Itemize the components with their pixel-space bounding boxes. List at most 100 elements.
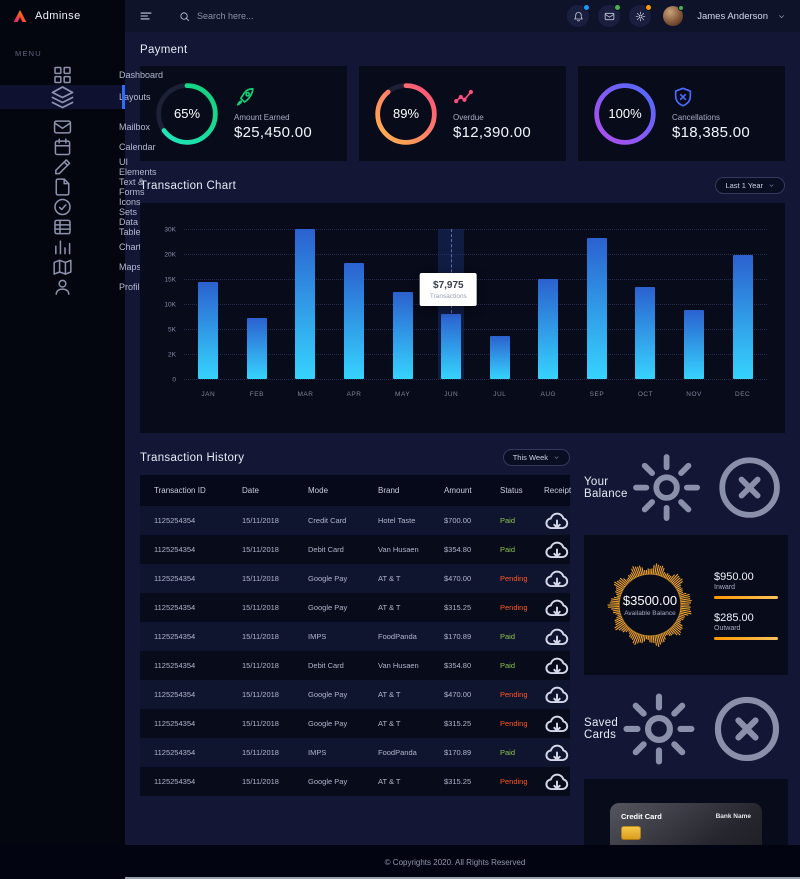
bar-slot-aug[interactable]: [524, 229, 573, 379]
notifications-button[interactable]: [567, 4, 591, 27]
data-tables-icon: [54, 219, 71, 235]
footer: © Copyrights 2020. All Rights Reserved: [0, 845, 800, 879]
receipt-download-button[interactable]: [544, 537, 570, 563]
receipt-download-button[interactable]: [544, 624, 570, 650]
sidebar-item-dashboard[interactable]: Dashboard: [0, 65, 163, 85]
ring-percent: 89%: [392, 106, 420, 121]
bar-slot-oct[interactable]: [621, 229, 670, 379]
bar-slot-sep[interactable]: [573, 229, 622, 379]
bar-slot-feb[interactable]: [233, 229, 282, 379]
sidebar-item-icons-sets[interactable]: Icons Sets: [0, 197, 141, 217]
cloud-download-icon: [545, 773, 569, 790]
receipt-download-button[interactable]: [544, 595, 570, 621]
bar-aug[interactable]: [538, 278, 559, 379]
bar-slot-jul[interactable]: [475, 229, 524, 379]
chart-plot: 30K 20K 15K 10K 5K 2K 0 $7,975 Transactions: [164, 227, 767, 384]
sidebar-item-label: Text & Forms: [119, 177, 145, 197]
balance-settings-icon[interactable]: [628, 449, 705, 526]
stat-card-overdue: 89% Overdue $12,390.00: [359, 66, 566, 161]
y-axis-tick: 30K: [164, 226, 176, 234]
bar-sep[interactable]: [586, 238, 607, 379]
sidebar-item-text-forms[interactable]: Text & Forms: [0, 177, 145, 197]
receipt-download-button[interactable]: [544, 682, 570, 708]
cell-mode: Google Pay: [308, 719, 348, 728]
receipt-download-button[interactable]: [544, 508, 570, 534]
bar-slot-nov[interactable]: [670, 229, 719, 379]
saved-cards-settings-icon[interactable]: [618, 688, 700, 770]
bar-slot-mar[interactable]: [281, 229, 330, 379]
rocket-icon: [234, 86, 256, 108]
bar-slot-jun[interactable]: $7,975 Transactions: [419, 229, 477, 379]
cell-date: 15/11/2018: [242, 661, 279, 670]
chart-range-dropdown[interactable]: Last 1 Year: [715, 177, 785, 194]
tooltip-value: $7,975: [433, 279, 464, 291]
receipt-download-button[interactable]: [544, 711, 570, 737]
bar-nov[interactable]: [684, 310, 705, 379]
bar-slot-jan[interactable]: [184, 229, 233, 379]
sidebar-item-calendar[interactable]: Calendar: [0, 137, 156, 157]
bar-slot-may[interactable]: [378, 229, 427, 379]
cell-transaction-id: 1125254354: [154, 516, 196, 525]
sidebar-item-data-tables[interactable]: Data Tables: [0, 217, 145, 237]
cell-brand: AT & T: [378, 574, 401, 583]
credit-card[interactable]: Credit Card Bank Name 1234 5678 9012 345…: [610, 803, 762, 845]
bar-may[interactable]: [392, 291, 413, 379]
receipt-download-button[interactable]: [544, 740, 570, 766]
settings-button[interactable]: [629, 4, 653, 27]
bar-jan[interactable]: [198, 281, 219, 379]
cell-amount: $170.89: [444, 632, 472, 641]
bar-feb[interactable]: [246, 317, 267, 379]
search-input[interactable]: [197, 11, 327, 21]
text-forms-icon: [55, 178, 70, 196]
available-balance-amount: $3500.00: [622, 593, 678, 609]
sidebar-item-ui-elements[interactable]: UI Elements: [0, 157, 157, 177]
bar-mar[interactable]: [295, 229, 316, 379]
gridline: 30K: [164, 227, 767, 234]
sidebar-item-charts[interactable]: Charts: [0, 237, 146, 257]
table-row: 1125254354 15/11/2018 Google Pay AT & T …: [140, 593, 570, 622]
user-avatar[interactable]: [663, 5, 685, 26]
horizontal-scrollbar[interactable]: [125, 877, 800, 879]
month-label: DEC: [735, 391, 751, 398]
saved-cards-close-icon-glyph: [714, 697, 780, 762]
column-header-brand: Brand: [378, 486, 400, 495]
bar-jun[interactable]: [441, 314, 462, 379]
sidebar-item-layouts[interactable]: Layouts: [0, 85, 151, 109]
balance-close-icon[interactable]: [711, 449, 788, 526]
history-range-dropdown[interactable]: This Week: [502, 449, 570, 466]
cell-mode: Google Pay: [308, 574, 348, 583]
balance-stat-amount: $285.00: [714, 611, 754, 624]
bar-slot-apr[interactable]: [330, 229, 379, 379]
sidebar-item-profile[interactable]: Profile: [0, 277, 145, 297]
bar-oct[interactable]: [635, 287, 656, 379]
saved-cards-panel: Credit Card Bank Name 1234 5678 9012 345…: [584, 779, 788, 845]
table-row: 1125254354 15/11/2018 Debit Card Van Hus…: [140, 535, 570, 564]
hamburger-icon[interactable]: [139, 9, 153, 23]
topbar-right: James Anderson: [125, 0, 800, 32]
cell-amount: $354.80: [444, 661, 472, 670]
cell-transaction-id: 1125254354: [154, 603, 196, 612]
bar-apr[interactable]: [344, 263, 365, 379]
bar-jul[interactable]: [489, 335, 510, 379]
receipt-download-button[interactable]: [544, 566, 570, 592]
bar-slot-dec[interactable]: [718, 229, 767, 379]
saved-cards-close-icon[interactable]: [706, 688, 788, 770]
user-name[interactable]: James Anderson: [697, 10, 768, 22]
sidebar-item-mailbox[interactable]: Mailbox: [0, 117, 150, 137]
topbar: Adminse James Anderson: [0, 0, 800, 32]
table-row: 1125254354 15/11/2018 IMPS FoodPanda $17…: [140, 622, 570, 651]
cell-transaction-id: 1125254354: [154, 661, 196, 670]
cell-brand: AT & T: [378, 777, 401, 786]
receipt-download-button[interactable]: [544, 653, 570, 679]
cell-date: 15/11/2018: [242, 777, 279, 786]
card-bank-label: Bank Name: [715, 813, 751, 821]
month-label: JUN: [444, 391, 459, 398]
sidebar-item-maps[interactable]: Maps: [0, 257, 141, 277]
bar-dec[interactable]: [732, 254, 753, 379]
receipt-download-button[interactable]: [544, 769, 570, 795]
ui-elements-icon: [55, 159, 71, 175]
messages-button[interactable]: [598, 4, 622, 27]
main-content: Payment 65% Amount Earned $25,450.00: [125, 32, 800, 845]
user-menu-chevron-icon[interactable]: [777, 12, 786, 21]
table-row: 1125254354 15/11/2018 IMPS FoodPanda $17…: [140, 738, 570, 767]
